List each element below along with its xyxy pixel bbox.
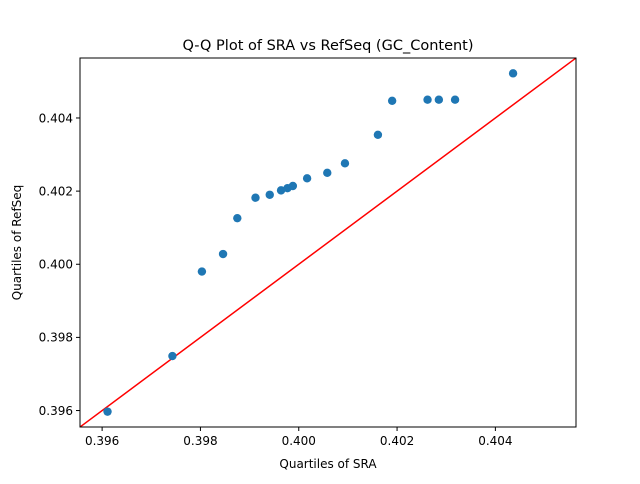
x-tick-label: 0.398 [183,434,217,448]
reference-line-layer [80,58,576,427]
x-tick-label: 0.400 [282,434,316,448]
data-point [218,249,228,259]
data-point [265,190,274,199]
data-point [423,95,432,104]
data-point [251,193,260,202]
data-point [450,95,460,104]
data-point [302,174,312,183]
chart-title: Q-Q Plot of SRA vs RefSeq (GC_Content) [182,38,473,54]
data-point [373,130,383,139]
y-axis-ticks: 0.396 0.398 0.400 0.402 0.404 [39,111,80,418]
data-point [168,351,177,361]
y-tick-label: 0.404 [39,111,73,125]
data-point [340,159,350,168]
x-tick-label: 0.402 [380,434,414,448]
data-point [508,69,518,78]
y-axis-label: Quartiles of RefSeq [10,185,24,301]
y-tick-label: 0.402 [39,184,73,198]
data-point [434,95,444,104]
reference-line [80,58,576,427]
y-tick-label: 0.398 [39,331,73,345]
data-point [197,267,207,276]
data-point [276,186,286,195]
y-tick-label: 0.400 [39,258,73,272]
y-tick-label: 0.396 [39,404,73,418]
data-point [288,181,298,191]
data-point [233,213,242,223]
x-axis-ticks: 0.396 0.398 0.400 0.402 0.404 [85,427,513,448]
x-tick-label: 0.404 [478,434,512,448]
x-axis-label: Quartiles of SRA [279,457,377,471]
data-point [323,168,332,178]
data-points-layer [103,69,518,416]
data-point [103,407,112,416]
x-tick-label: 0.396 [85,434,119,448]
plot-area-frame [79,57,577,428]
data-point [387,96,397,105]
